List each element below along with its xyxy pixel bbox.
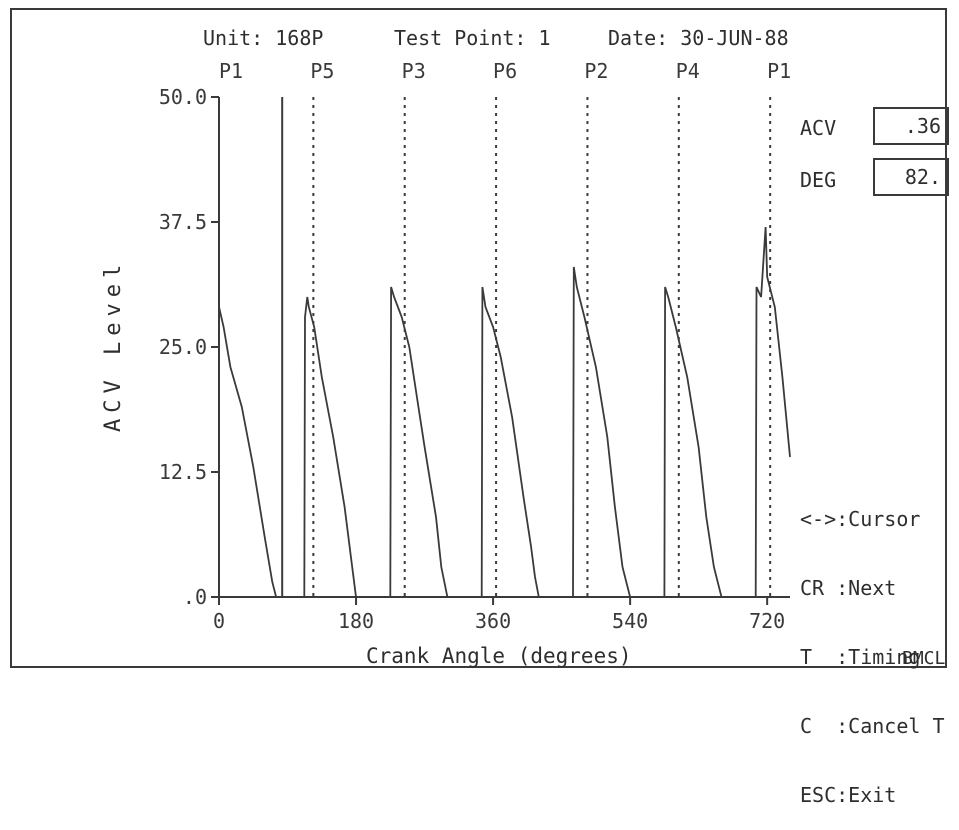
acv-series-line <box>218 226 791 598</box>
help-keys: <->:Cursor CR :Next T :Timing C :Cancel … <box>800 462 945 830</box>
cylinder-label: P1 <box>767 59 791 83</box>
cylinder-label: P1 <box>219 59 243 83</box>
x-tick-label: 720 <box>749 609 785 633</box>
x-tick-label: 180 <box>338 609 374 633</box>
acv-chart: .0 12.5 25.0 37.5 50.0 0 180 360 540 720 P1 P5 P3 P6 P… <box>159 59 791 633</box>
acv-label: ACV <box>800 116 837 140</box>
cylinder-label: P6 <box>493 59 517 83</box>
deg-value: 82. <box>904 165 941 189</box>
deg-label: DEG <box>800 168 837 192</box>
help-timing: T :Timing <box>800 645 921 669</box>
cylinder-label: P4 <box>676 59 700 83</box>
help-exit: ESC:Exit <box>800 783 897 807</box>
cylinder-label: P5 <box>310 59 334 83</box>
y-tick-label: .0 <box>183 585 207 609</box>
y-tick-label: 37.5 <box>159 210 207 234</box>
help-cursor: <->:Cursor <box>800 507 921 531</box>
x-tick-label: 360 <box>475 609 511 633</box>
cylinder-label: P3 <box>402 59 426 83</box>
y-tick-label: 50.0 <box>159 85 207 109</box>
x-axis-title: Crank Angle (degrees) <box>366 644 632 668</box>
date-label: Date: 30-JUN-88 <box>608 26 789 50</box>
x-tick-label: 540 <box>612 609 648 633</box>
test-point-label: Test Point: 1 <box>394 26 551 50</box>
deg-value-box: 82. <box>873 158 949 196</box>
x-tick-label: 0 <box>213 609 225 633</box>
window-frame <box>10 8 947 668</box>
footer-tag: BMCL <box>902 648 946 669</box>
unit-label: Unit: 168P <box>203 26 324 50</box>
cylinder-label: P2 <box>584 59 608 83</box>
acv-value: .36 <box>904 114 941 138</box>
y-tick-label: 25.0 <box>159 335 207 359</box>
help-cancel: C :Cancel T <box>800 714 945 738</box>
y-tick-label: 12.5 <box>159 460 207 484</box>
acv-value-box: .36 <box>873 107 949 145</box>
help-next: CR :Next <box>800 576 897 600</box>
